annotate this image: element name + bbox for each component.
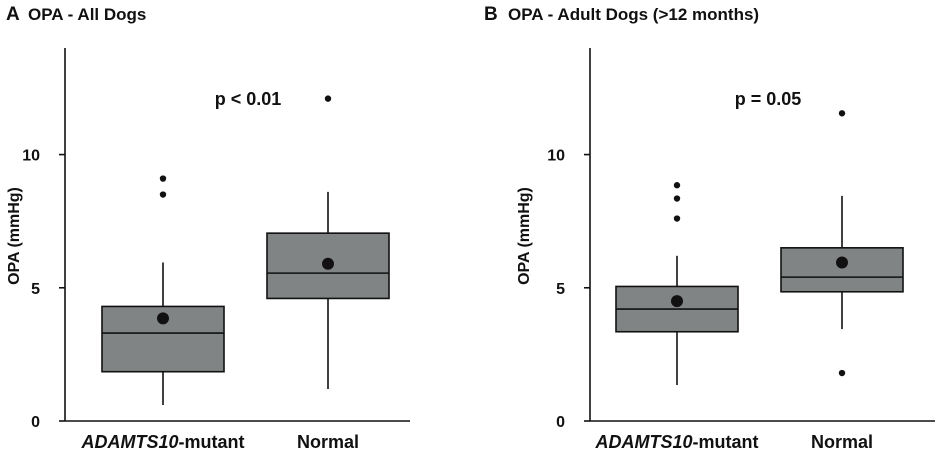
outlier-point [673,182,681,189]
y-tick-label: 5 [31,281,40,298]
outlier-point [159,175,167,182]
panel-a: A OPA - All Dogs p < 0.01 OPA (mmHg) 0 5 1… [6,4,410,451]
outlier-point [324,95,332,102]
marks: 0 5 10 ADAMTS10-mutant Normal [547,48,935,451]
category-label-text: -mutant [179,432,245,451]
category-label: Normal [811,432,873,451]
mean-marker [157,312,169,325]
y-tick-label: 0 [556,414,565,431]
marks: 0 5 10 ADAMTS10-mutant Normal [22,48,410,451]
category-label-gene: ADAMTS10 [80,432,178,451]
box-iqr [780,247,904,293]
p-value-annotation: p = 0.05 [735,89,802,109]
outlier-point [673,215,681,222]
panel-letter: A [6,4,20,25]
outlier-point [838,110,846,117]
category-label: ADAMTS10-mutant [80,432,244,451]
y-tick-label: 0 [31,414,40,431]
mean-marker [322,257,334,270]
y-axis-label: OPA (mmHg) [6,187,23,285]
panel-title: OPA - Adult Dogs (>12 months) [508,5,759,24]
outlier-point [838,369,846,377]
y-tick-label: 5 [556,281,565,298]
category-label-text: Normal [811,432,873,451]
panel-letter: B [484,4,498,25]
category-label: Normal [297,432,359,451]
y-tick-label: 10 [22,148,40,165]
category-label: ADAMTS10-mutant [594,432,758,451]
outlier-point [159,191,167,198]
category-label-text: -mutant [693,432,759,451]
panel-b: B OPA - Adult Dogs (>12 months) p = 0.05… [484,4,935,451]
mean-marker [671,295,683,308]
outlier-point [673,195,681,202]
p-value-annotation: p < 0.01 [215,89,282,109]
category-label-gene: ADAMTS10 [594,432,692,451]
mean-marker [836,256,848,269]
category-label-text: Normal [297,432,359,451]
y-tick-label: 10 [547,148,565,165]
box-iqr [101,305,225,373]
panel-title: OPA - All Dogs [28,5,146,24]
y-axis-label: OPA (mmHg) [516,187,533,285]
